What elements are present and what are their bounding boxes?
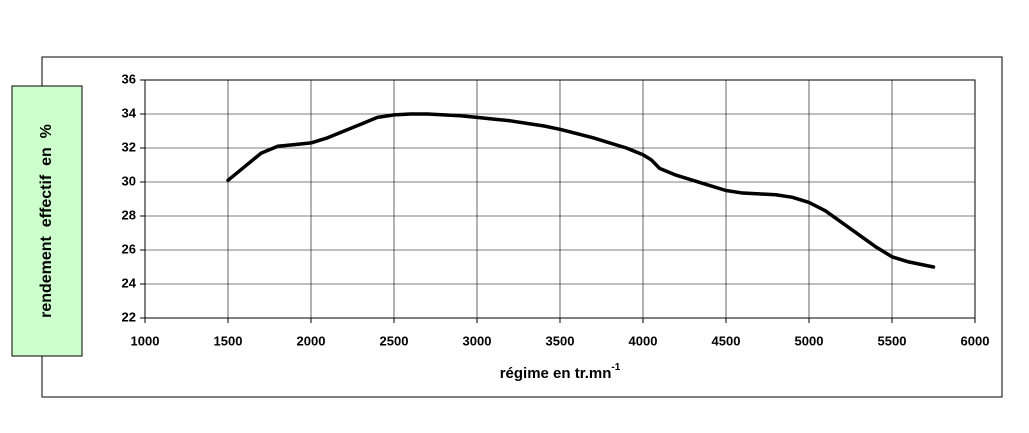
y-tick-label: 22 (122, 309, 136, 324)
x-tick-label: 6000 (961, 333, 990, 348)
y-tick-label: 30 (122, 173, 136, 188)
x-tick-label: 2000 (297, 333, 326, 348)
x-tick-label: 2500 (380, 333, 409, 348)
y-tick-label: 36 (122, 71, 136, 86)
x-tick-label: 3000 (463, 333, 492, 348)
y-tick-label: 24 (122, 275, 137, 290)
x-axis-label-superscript: -1 (611, 362, 620, 373)
x-axis-label: régime en tr.mn-1 (500, 362, 621, 382)
data-line (226, 112, 936, 269)
y-tick-label: 26 (122, 241, 136, 256)
x-tick-label: 5500 (878, 333, 907, 348)
y-tick-label: 28 (122, 207, 136, 222)
x-tick-label: 4000 (629, 333, 658, 348)
x-tick-label: 1000 (131, 333, 160, 348)
x-tick-label: 3500 (546, 333, 575, 348)
x-tick-label: 4500 (712, 333, 741, 348)
x-axis-label-main: régime en tr.mn (500, 365, 612, 382)
y-tick-label: 34 (122, 105, 137, 120)
x-tick-label: 5000 (795, 333, 824, 348)
y-tick-label: 32 (122, 139, 136, 154)
y-axis-label: rendement effectif en % (38, 124, 55, 318)
ylabel-box (11, 85, 83, 357)
chart-frame (41, 56, 1003, 398)
x-tick-label: 1500 (214, 333, 243, 348)
